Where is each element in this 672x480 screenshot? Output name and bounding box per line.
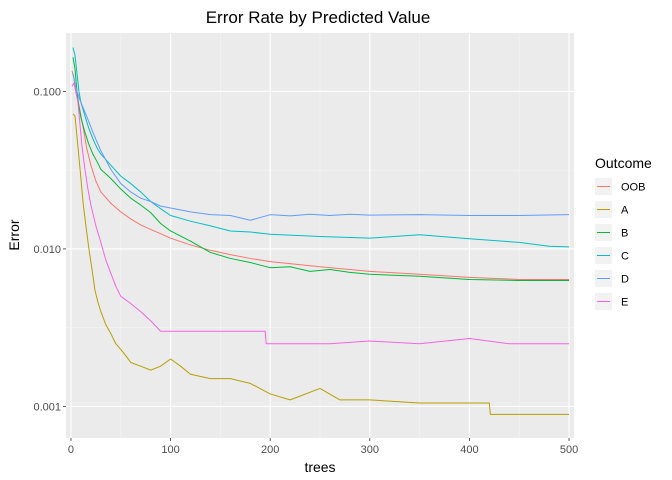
legend-title: Outcome — [595, 155, 652, 171]
x-tick-label: 500 — [560, 444, 578, 456]
x-tick-label: 100 — [161, 444, 179, 456]
x-tick-label: 0 — [68, 444, 74, 456]
y-tick-label: 0.010 — [33, 244, 61, 256]
series-lines — [71, 47, 570, 415]
series-line-e — [71, 82, 570, 345]
y-tick-label: 0.001 — [33, 401, 61, 413]
x-tick-label: 300 — [361, 444, 379, 456]
y-axis-ticks: 0.001 0.010 0.100 — [33, 86, 66, 413]
legend-label-oob: OOB — [621, 182, 645, 194]
x-tick-label: 400 — [460, 444, 478, 456]
legend-label-d: D — [621, 274, 629, 286]
series-line-d — [72, 73, 570, 221]
legend-label-a: A — [621, 205, 629, 217]
minor-gridlines — [66, 33, 574, 438]
legend-label-c: C — [621, 251, 629, 263]
series-line-a — [72, 113, 570, 415]
x-axis-title: trees — [304, 459, 335, 475]
series-line-b — [72, 57, 570, 282]
legend-label-e: E — [621, 297, 628, 309]
y-axis-title: Error — [6, 219, 22, 250]
series-line-oob — [71, 70, 570, 280]
legend-label-b: B — [621, 228, 628, 240]
x-tick-label: 200 — [261, 444, 279, 456]
x-axis-ticks: 0 100 200 300 400 500 — [68, 438, 578, 456]
y-tick-label: 0.100 — [33, 86, 61, 98]
chart-title: Error Rate by Predicted Value — [206, 8, 431, 27]
major-gridlines — [66, 33, 574, 438]
